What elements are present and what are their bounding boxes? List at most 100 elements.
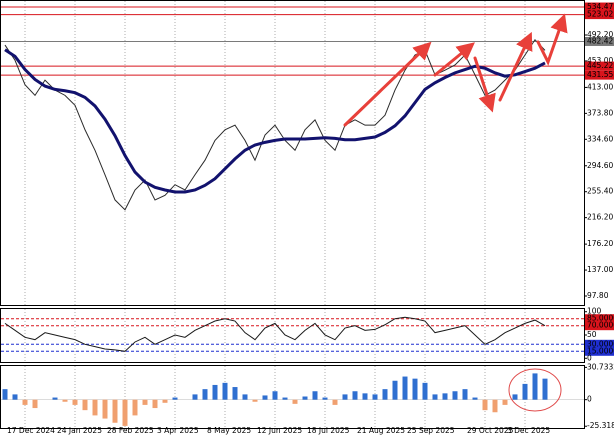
panel: [0, 0, 585, 306]
average-line: [4, 48, 546, 194]
histogram-bar: [432, 394, 438, 400]
histogram-bar: [142, 399, 148, 405]
panel: [0, 308, 585, 363]
histogram-bar: [362, 393, 368, 400]
price-line: [4, 316, 546, 352]
level-label: 523.02: [587, 10, 613, 19]
histogram-bar: [202, 389, 208, 400]
y-tick-label: 373.80: [587, 108, 613, 117]
arrow: [343, 41, 432, 127]
arrow: [536, 13, 568, 66]
histogram-bar: [152, 399, 158, 409]
x-tick-label: 8 May 2025: [207, 426, 251, 435]
histogram-bar: [242, 394, 248, 400]
x-tick-label: 25 Sep 2025: [407, 426, 455, 435]
y-tick-label: 453.00: [587, 56, 613, 65]
histogram-bar: [422, 382, 428, 400]
histogram-bar: [482, 399, 488, 411]
level-label: 482.42: [587, 36, 613, 45]
tick-label-box: [585, 314, 614, 324]
histogram-bar: [22, 399, 28, 405]
x-tick-label: 18 Jul 2025: [307, 426, 350, 435]
histogram-bar: [292, 399, 298, 404]
y-tick-label: 137.00: [587, 265, 613, 274]
tick-label-box: [585, 339, 614, 349]
histogram-bar: [462, 389, 468, 400]
histogram-bar: [52, 397, 58, 400]
histogram-bar: [122, 399, 128, 426]
histogram-bar: [512, 394, 518, 400]
histogram-bar: [262, 395, 268, 400]
y-tick-label: 294.60: [587, 161, 613, 170]
histogram-bar: [542, 378, 548, 400]
y-tick-label: 413.00: [587, 82, 613, 91]
x-tick-label: 28 Feb 2025: [107, 426, 154, 435]
y-tick-label: 0: [587, 353, 592, 362]
histogram-bar: [212, 384, 218, 400]
y-tick-label: 97.80: [587, 291, 609, 300]
x-tick-label: 29 Oct 2025: [467, 426, 514, 435]
y-tick-label: 334.60: [587, 134, 613, 143]
y-tick-label: 216.20: [587, 213, 613, 222]
histogram-bar: [232, 387, 238, 400]
level-label-box: [585, 10, 614, 20]
level-label-box: [585, 36, 614, 46]
histogram-bar: [452, 391, 458, 400]
histogram-bar: [102, 399, 108, 419]
x-tick-label: 17 Dec 2024: [7, 426, 55, 435]
histogram-bar: [322, 397, 328, 400]
level-label: 445.22: [587, 61, 613, 70]
histogram-bar: [192, 394, 198, 400]
y-tick-label: 176.20: [587, 239, 613, 248]
histogram-bar: [392, 380, 398, 400]
histogram-bar: [72, 399, 78, 405]
y-tick-label: 50: [587, 330, 597, 339]
histogram-bar: [82, 399, 88, 411]
histogram-bar: [492, 399, 498, 413]
x-tick-label: 12 Jun 2025: [257, 426, 302, 435]
y-tick-label: 30.7332: [587, 362, 614, 371]
histogram-bar: [92, 399, 98, 416]
y-tick-label: 0: [587, 395, 592, 404]
histogram-bar: [302, 396, 308, 400]
arrow: [433, 42, 475, 77]
x-tick-label: 21 Aug 2025: [357, 426, 405, 435]
arrow: [473, 56, 496, 113]
histogram-bar: [382, 389, 388, 400]
histogram-bar: [62, 399, 68, 402]
tick-label-box: [585, 346, 614, 356]
highlight-circle: [508, 368, 562, 412]
histogram-bar: [522, 383, 528, 400]
histogram-bar: [32, 399, 38, 409]
level-label: 431.55: [587, 70, 613, 79]
histogram-bar: [132, 399, 138, 416]
histogram-bar: [412, 378, 418, 400]
level-label: 534.47: [587, 2, 613, 11]
y-tick-label: 100: [587, 307, 602, 316]
arrow: [498, 31, 533, 102]
histogram-bar: [252, 399, 258, 402]
x-tick-label: 3 Dec 2025: [507, 426, 550, 435]
annotations: [343, 13, 568, 412]
histogram-bar: [162, 399, 168, 403]
tick-label-box: [585, 321, 614, 331]
panel: [0, 365, 585, 429]
histogram-bar: [2, 389, 8, 400]
price-line: [4, 38, 546, 211]
histogram-bar: [502, 399, 508, 405]
level-label-box: [585, 61, 614, 71]
level-label-box: [585, 2, 614, 12]
y-tick-label: -25.3185: [587, 421, 614, 430]
histogram-bar: [372, 394, 378, 400]
histogram-bar: [332, 399, 338, 405]
level-label-box: [585, 70, 614, 80]
histogram-bar: [272, 391, 278, 400]
histogram-bar: [402, 376, 408, 400]
histogram-bar: [352, 391, 358, 400]
histogram-bar: [172, 397, 178, 400]
histogram-bar: [472, 397, 478, 400]
